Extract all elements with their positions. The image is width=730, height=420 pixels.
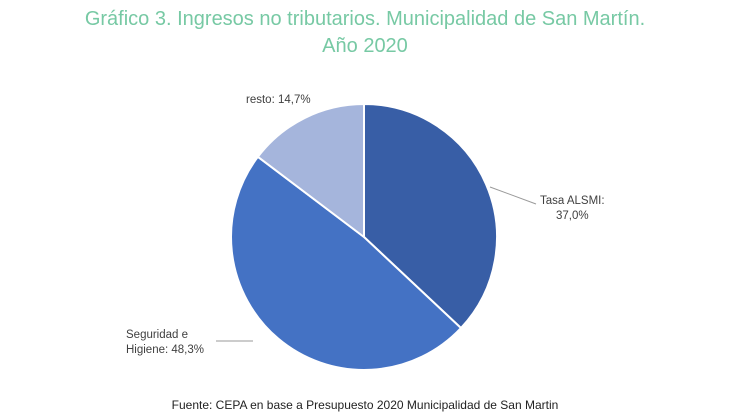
data-label-resto: resto: 14,7%	[246, 93, 311, 108]
data-label-tasa: Tasa ALSMI: 37,0%	[540, 194, 605, 224]
data-label-seguridad-name: Seguridad e	[126, 329, 189, 341]
data-label-seguridad: Seguridad e Higiene: 48,3%	[126, 328, 204, 358]
pie-slice-tasa	[363, 102, 498, 330]
source-note: Fuente: CEPA en base a Presupuesto 2020 …	[171, 398, 559, 412]
pie-slice-resto	[256, 102, 365, 240]
data-label-seguridad-value: Higiene: 48,3%	[126, 344, 204, 356]
pie-slices	[230, 102, 498, 371]
data-label-tasa-value: 37,0%	[555, 210, 589, 222]
data-label-resto-text: resto: 14,7%	[246, 94, 311, 106]
chart-title: Gráfico 3. Ingresos no tributarios. Muni…	[0, 6, 730, 60]
leader-lines	[216, 186, 537, 342]
chart-title-line-2: Año 2020	[322, 35, 408, 57]
chart-title-line-1: Gráfico 3. Ingresos no tributarios. Muni…	[84, 8, 646, 30]
data-label-tasa-name: Tasa ALSMI:	[540, 195, 605, 207]
leader-line-tasa	[489, 186, 537, 205]
pie-slice-seguridad	[230, 155, 463, 371]
